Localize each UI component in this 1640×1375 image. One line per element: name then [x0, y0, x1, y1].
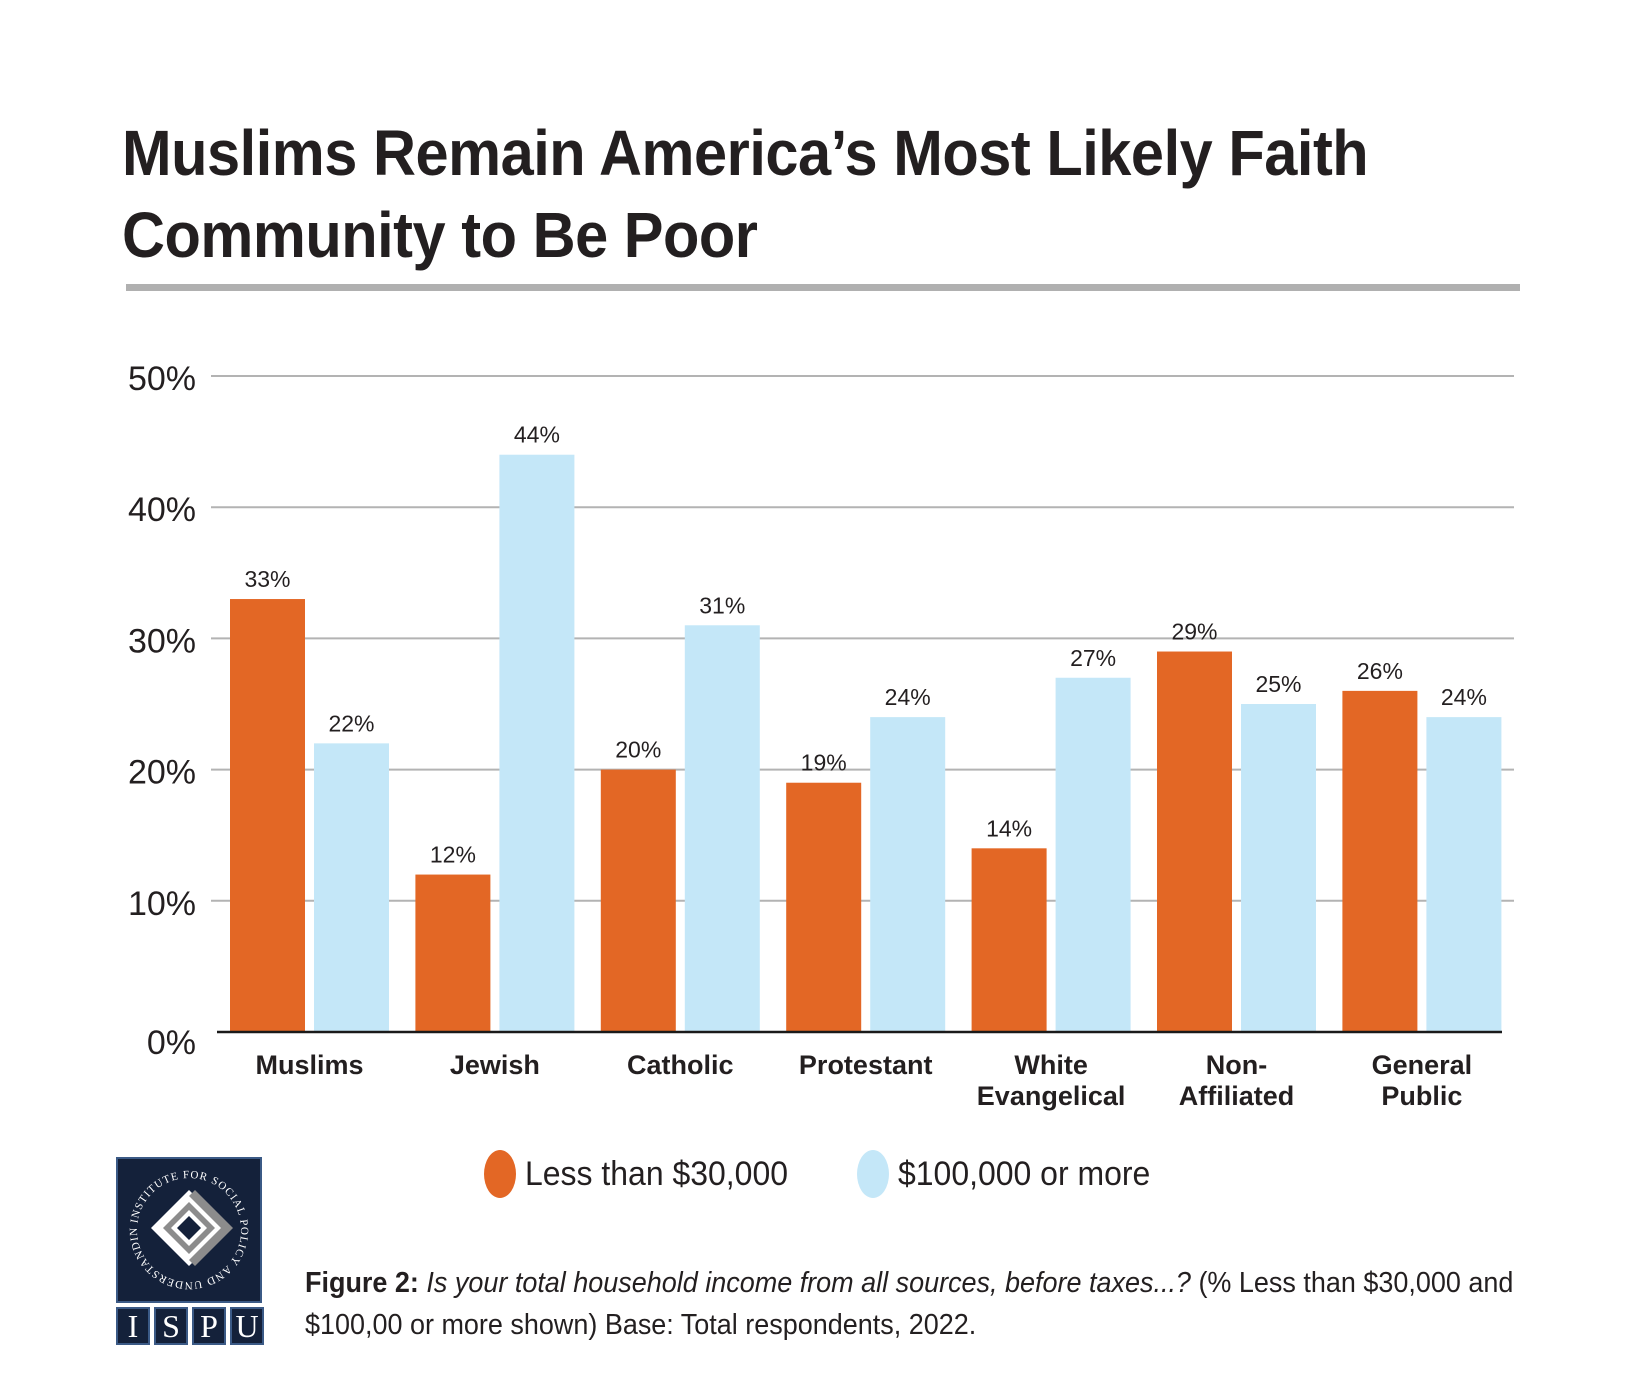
legend-swatch-light-blue [856, 1150, 889, 1198]
logo-letter: P [192, 1307, 226, 1345]
data-label: 14% [986, 815, 1032, 841]
y-axis-tick-labels: 0% 10% 20% 30% 40% 50% [128, 360, 196, 1062]
diamond-emblem-icon: INSTITUTE FOR SOCIAL POLICY AND UNDERSTA… [114, 1150, 250, 1291]
legend-item-less-than-30000: Less than $30,000 [484, 1150, 805, 1198]
legend-label: Less than $30,000 [525, 1154, 789, 1193]
bar-100000-or-more [1055, 677, 1131, 1031]
y-tick-label: 10% [128, 885, 196, 923]
data-label: 12% [430, 842, 476, 868]
survey-question: Is your total household income from all … [426, 1267, 1191, 1299]
title-divider [126, 284, 1520, 291]
y-tick-label: 30% [128, 622, 196, 660]
x-tick-label: Muslims [255, 1050, 363, 1080]
bar-less-than-30000 [230, 599, 305, 1031]
x-tick-label: Non-Affiliated [1179, 1050, 1295, 1111]
bar-less-than-30000 [971, 848, 1047, 1031]
y-tick-label: 50% [128, 360, 196, 398]
data-label: 27% [1070, 645, 1116, 671]
data-label: 19% [801, 750, 847, 776]
logo-emblem: INSTITUTE FOR SOCIAL POLICY AND UNDERSTA… [114, 1150, 262, 1303]
x-tick-label: Jewish [450, 1050, 540, 1080]
y-tick-label: 0% [147, 1024, 196, 1062]
x-tick-label: White Evangelical [977, 1050, 1126, 1111]
y-tick-label: 40% [128, 491, 196, 529]
caption-note: (% Less than $30,000 and $100,00 or more… [305, 1267, 1514, 1341]
figure-label: Figure 2: [305, 1267, 419, 1299]
bar-100000-or-more [499, 454, 575, 1032]
bar-100000-or-more [1426, 717, 1502, 1031]
logo-letter: S [154, 1307, 188, 1345]
ispu-logo: INSTITUTE FOR SOCIAL POLICY AND UNDERSTA… [114, 1150, 264, 1345]
data-label: 25% [1255, 671, 1301, 697]
bar-less-than-30000 [1342, 690, 1418, 1031]
data-label: 33% [244, 566, 290, 592]
logo-letter: U [230, 1307, 264, 1345]
legend-label: $100,000 or more [897, 1154, 1151, 1193]
bar-less-than-30000 [415, 874, 491, 1031]
legend: Less than $30,000 $100,000 or more [484, 1150, 1198, 1198]
data-label: 24% [885, 684, 931, 710]
logo-acronym: I S P U [116, 1307, 264, 1345]
bar-less-than-30000 [600, 769, 676, 1031]
bar-100000-or-more [684, 625, 760, 1031]
x-tick-label: Catholic [627, 1050, 734, 1080]
data-label: 31% [699, 592, 745, 618]
bar-chart: 0% 10% 20% 30% 40% 50% 33% 22% 12% 44% 20% 31% 19% 2… [128, 360, 1514, 1111]
gridlines [211, 375, 1514, 902]
bars [230, 454, 1502, 1032]
data-label: 44% [514, 422, 560, 448]
data-label: 20% [615, 737, 661, 763]
chart-title: Muslims Remain America’s Most Likely Fai… [122, 117, 1369, 271]
data-label: 29% [1171, 619, 1217, 645]
bar-less-than-30000 [1157, 651, 1232, 1031]
legend-swatch-orange [484, 1150, 516, 1198]
data-label: 24% [1441, 684, 1487, 710]
figure-caption: Figure 2: Is your total household income… [305, 1262, 1545, 1346]
bar-100000-or-more [314, 743, 389, 1031]
data-label: 22% [328, 710, 374, 736]
logo-letter: I [116, 1307, 150, 1345]
data-labels: 33% 22% 12% 44% 20% 31% 19% 24% 14% 27% 29% 25% 26% 2… [244, 422, 1486, 868]
y-tick-label: 20% [128, 754, 196, 792]
x-tick-label: Protestant [799, 1050, 933, 1080]
legend-item-100000-or-more: $100,000 or more [856, 1150, 1166, 1198]
bar-less-than-30000 [786, 782, 862, 1031]
bar-100000-or-more [870, 717, 946, 1031]
x-tick-label: General Public [1372, 1050, 1473, 1111]
bar-100000-or-more [1241, 704, 1316, 1031]
x-axis-tick-labels: Muslims Jewish Catholic Protestant White Evan… [255, 1050, 1472, 1111]
data-label: 26% [1357, 658, 1403, 684]
